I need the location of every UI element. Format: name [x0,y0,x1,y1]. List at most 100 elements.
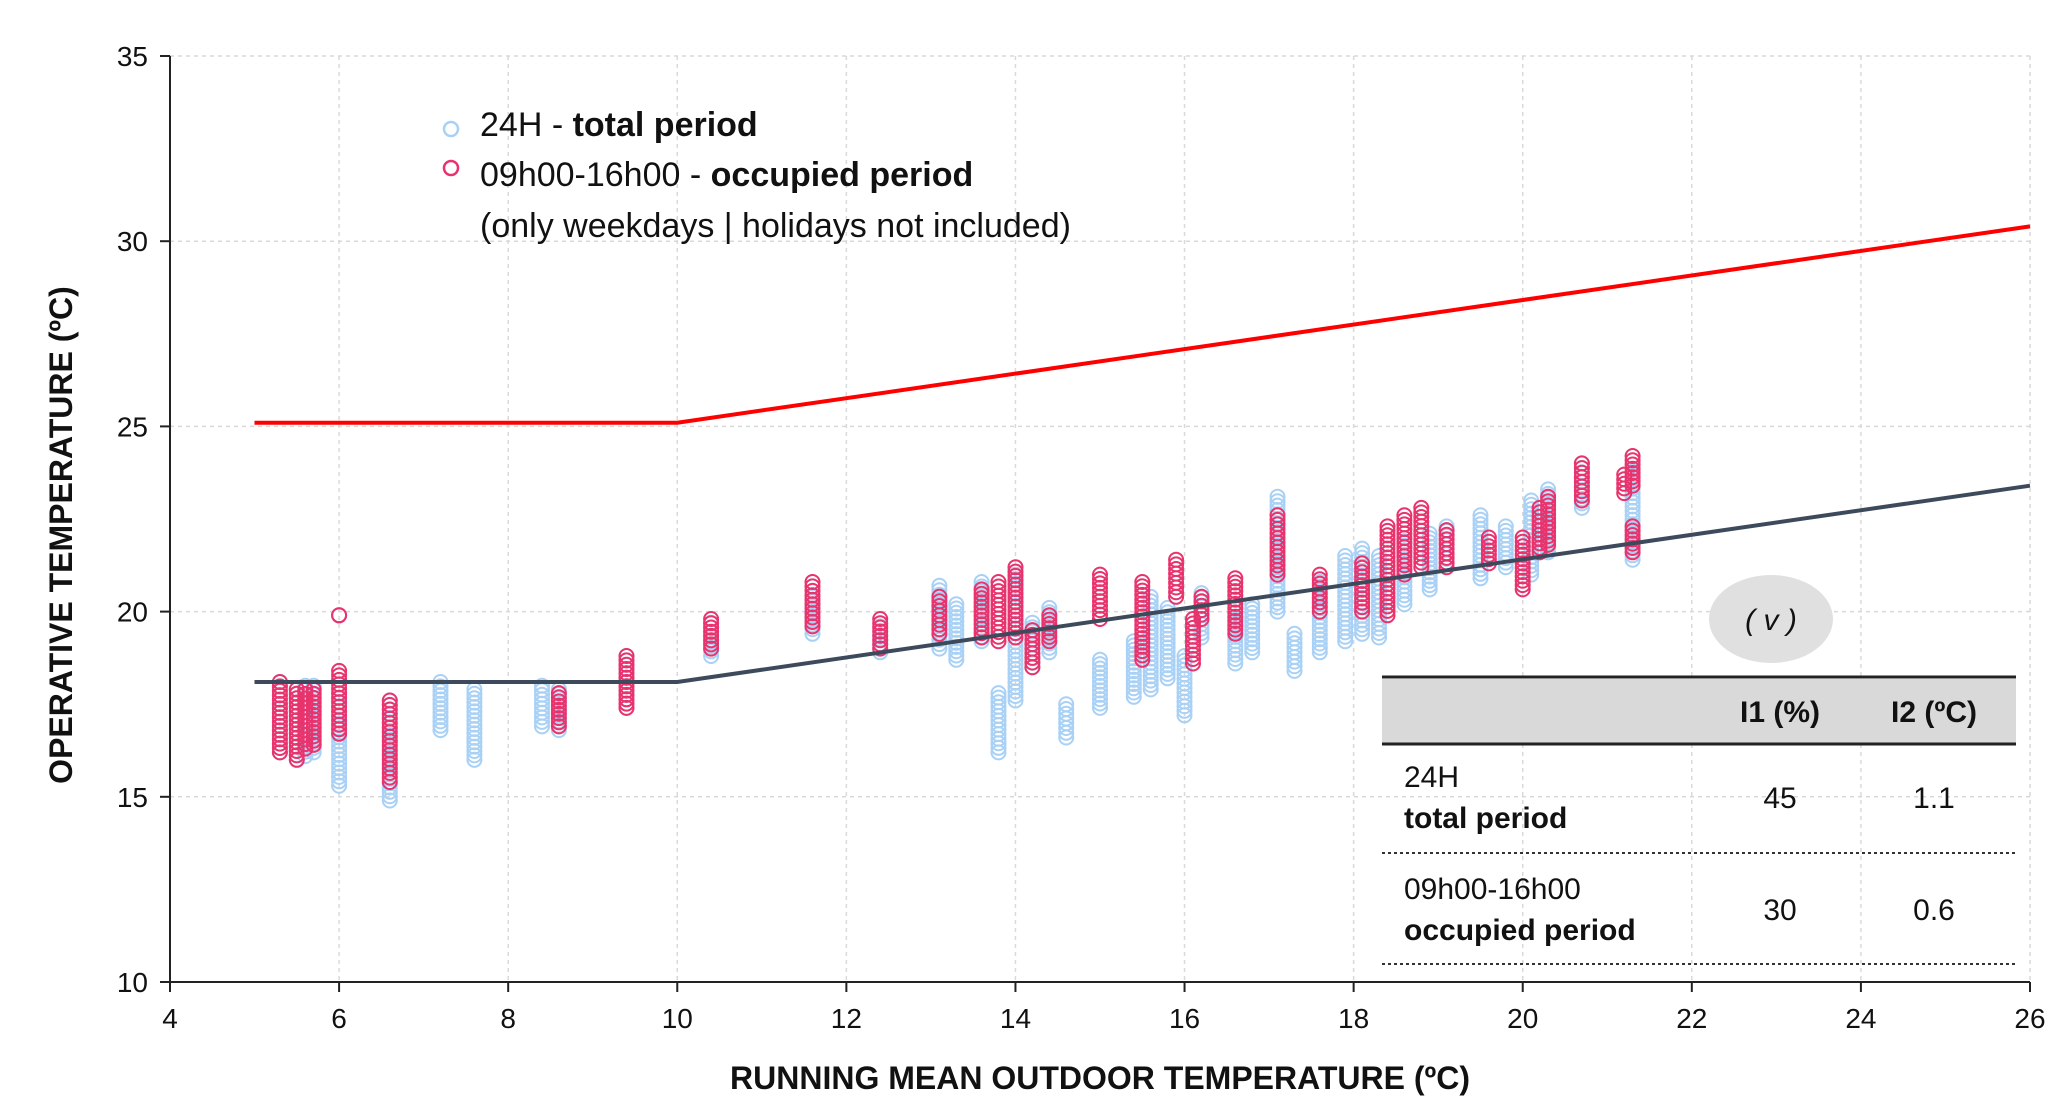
point-occupied [1573,455,1590,472]
point-24h [948,600,965,617]
legend-label-24h: 24H - total period [480,106,758,144]
point-occupied [931,598,948,614]
point-occupied [305,711,322,728]
point-occupied [1624,473,1641,490]
point-occupied [973,585,990,602]
point-occupied [550,689,567,706]
point-occupied [703,627,720,644]
table-row-2-i2: 0.6 [1913,894,1955,927]
point-occupied [1227,621,1244,638]
point-occupied [1311,571,1328,588]
point-24h [931,582,948,599]
y-tick-label: 15 [117,782,148,813]
point-occupied [703,611,720,627]
legend-occupied-name: 09h00-16h00 [480,156,680,194]
point-24h [948,617,965,634]
grid [170,55,2031,982]
point-24h [1421,560,1438,576]
table-row-1-label-bold: total period [1404,802,1567,835]
point-24h [466,685,483,702]
point-occupied [1438,522,1455,539]
point-occupied [1624,522,1641,539]
legend-24h-bold: total period [573,106,758,144]
point-24h [948,630,965,647]
point-occupied [1134,647,1151,664]
point-occupied [1480,538,1497,555]
point-occupied [550,701,567,718]
point-occupied [1396,511,1413,528]
point-occupied [1624,540,1641,556]
point-occupied [1134,574,1151,590]
x-tick-label: 14 [1000,1003,1031,1034]
point-occupied [1007,563,1024,580]
point-occupied [1134,625,1151,642]
point-occupied [1269,507,1286,524]
point-24h [1497,518,1514,535]
table-row-2-label-bold: occupied period [1404,914,1636,947]
point-occupied [1227,574,1244,591]
point-occupied [1624,448,1641,464]
point-occupied [305,715,322,732]
point-occupied [804,578,821,595]
point-occupied [550,714,567,731]
point-occupied [1438,531,1455,548]
point-24h [1058,696,1075,713]
point-occupied [1185,615,1201,632]
point-occupied [1379,522,1396,539]
point-24h [1058,701,1075,717]
point-occupied [990,583,1007,600]
point-occupied [990,578,1007,595]
legend: 24H - total period 09h00-16h00 - occupie… [442,106,1071,245]
limit-lines [254,224,2031,684]
point-occupied [1227,604,1244,621]
point-occupied [1413,504,1430,521]
point-occupied [550,710,567,727]
point-occupied [381,697,398,713]
point-24h [1092,651,1108,668]
point-occupied [1227,625,1244,642]
point-24h [534,677,550,694]
point-24h [1125,676,1142,692]
legend-note: (only weekdays | holidays not included) [480,207,1071,245]
upper-limit-line [254,224,2031,425]
point-occupied [381,701,398,718]
point-occupied [1354,564,1371,581]
point-occupied [872,627,889,644]
point-occupied [1092,575,1108,592]
point-occupied [1134,582,1151,599]
point-24h [948,613,965,630]
legend-24h-name: 24H [480,106,542,144]
point-24h [1497,527,1514,544]
point-occupied [872,640,889,657]
point-occupied [931,588,948,605]
point-occupied [1514,533,1531,550]
point-24h [1041,599,1058,616]
point-occupied [331,671,348,688]
point-occupied [1168,561,1185,577]
x-tick-labels: 4 6 8 10 12 14 16 18 20 22 24 26 [162,1003,2045,1034]
point-occupied [618,686,635,703]
point-occupied [305,724,322,741]
point-occupied [1379,518,1396,535]
point-occupied [288,685,305,702]
badge-label: ( v ) [1745,604,1797,637]
table-header-i2: I2 (ºC) [1891,696,1977,729]
point-occupied [1311,575,1328,592]
point-occupied [1227,617,1244,634]
point-occupied [1185,611,1201,627]
point-24h [1472,511,1489,528]
point-occupied [331,607,348,624]
point-24h [1421,577,1438,594]
point-24h [948,647,965,664]
point-occupied [804,574,821,590]
point-24h [948,609,965,625]
point-occupied [305,702,322,719]
point-24h [1472,507,1489,524]
point-24h [1421,555,1438,572]
point-occupied [1514,555,1531,572]
point-24h [466,690,483,707]
series-24h-points [271,455,1641,809]
point-occupied [1540,493,1557,510]
x-tick-label: 18 [1338,1003,1369,1034]
